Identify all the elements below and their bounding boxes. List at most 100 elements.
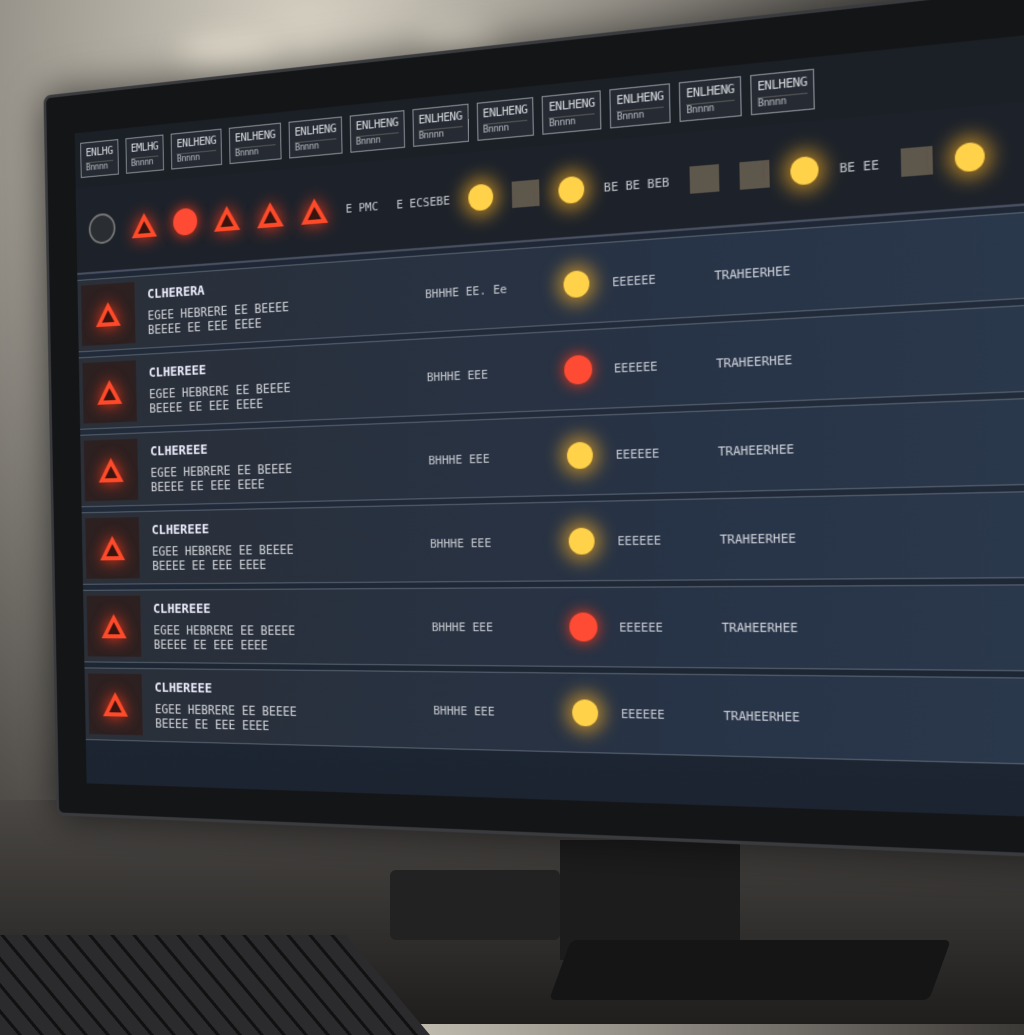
header-cell-title: ENLHENG (176, 133, 216, 150)
header-cell-sub: Bnnnn (757, 93, 807, 110)
status-light-icon (567, 442, 593, 470)
alert-meta: BHHHE EEE (433, 703, 569, 720)
alert-row[interactable]: CLHEREEE EGEE HEBRERE EE BEEEE BEEEE EE EE… (84, 667, 1024, 768)
status-box (512, 179, 540, 208)
alert-row[interactable]: CLHEREEE EGEE HEBRERE EE BEEEE BEEEE EE EE… (83, 583, 1024, 673)
header-cell[interactable]: ENLHENG Bnnnn (542, 90, 602, 135)
alert-column: EEEEEE (601, 706, 723, 723)
indicator-label: BE EE (839, 157, 879, 175)
status-light-icon (572, 699, 598, 726)
header-cell-sub: Bnnnn (235, 144, 276, 159)
alert-line: BEEEE EE EEE EEEE (152, 557, 266, 573)
status-indicator (569, 699, 602, 726)
header-cell-sub: Bnnnn (549, 113, 595, 130)
warning-icon (301, 197, 329, 225)
alert-line: BEEEE EE EEE EEEE (154, 637, 268, 652)
status-light-icon (569, 613, 598, 642)
header-cell-sub: Bnnnn (483, 120, 528, 136)
header-cell-sub: Bnnnn (617, 107, 664, 124)
status-indicator (567, 613, 600, 642)
header-cell-title: ENLHENG (616, 88, 663, 107)
alert-title: CLHEREEE (151, 517, 429, 538)
status-light-icon (558, 176, 584, 205)
header-cell[interactable]: ENLHENG Bnnnn (610, 83, 671, 128)
status-light-icon (563, 270, 589, 298)
warning-icon (101, 614, 126, 638)
alert-meta: BHHHE EEE (428, 449, 564, 467)
alert-title: CLHEREEE (153, 600, 432, 616)
alert-line: EGEE HEBRERE EE BEEEE (153, 623, 295, 638)
alert-column: EEEEEE (599, 620, 721, 635)
dashboard-screen: ENLHG Bnnnn EMLHG Bnnnn ENLHENG Bnnnn ENLHENG B… (75, 20, 1024, 822)
header-cell-sub: Bnnnn (686, 100, 735, 117)
header-cell[interactable]: ENLHENG Bnnnn (412, 104, 469, 147)
alert-title: CLHEREEE (150, 434, 428, 459)
alert-column: TRAHEERHEE (721, 620, 959, 636)
status-light-icon (568, 528, 594, 555)
header-cell-title: ENLHENG (294, 121, 336, 139)
header-cell[interactable]: ENLHENG Bnnnn (350, 110, 405, 153)
alert-column: EEEEEE (598, 532, 720, 548)
header-cell[interactable]: ENLHG Bnnnn (80, 139, 118, 178)
alert-column: EEEEEE (596, 444, 718, 462)
alert-badge (88, 674, 143, 736)
warning-icon (98, 458, 123, 483)
alert-badge (84, 439, 139, 501)
warning-icon (95, 301, 120, 327)
header-cell-sub: Bnnnn (131, 155, 159, 169)
header-cell[interactable]: ENLHENG Bnnnn (229, 123, 282, 165)
alert-column: TRAHEERHEE (723, 708, 961, 728)
alert-badge (82, 360, 137, 423)
alert-line: BEEEE EE EEE EEEE (155, 716, 269, 733)
alert-column: TRAHEERHEE (718, 436, 955, 459)
power-icon[interactable] (89, 212, 116, 244)
alert-meta: BHHHE EEE (427, 363, 563, 384)
alert-column: TRAHEERHEE (720, 528, 957, 547)
warning-icon (100, 536, 125, 561)
alert-column: EEEEEE (594, 356, 716, 376)
status-indicator (565, 528, 598, 555)
alert-title: CLHEREEE (154, 680, 433, 700)
alert-title: CLHERERA (147, 267, 425, 302)
header-cell[interactable]: EMLHG Bnnnn (125, 134, 164, 173)
alert-column: TRAHEERHEE (714, 252, 951, 282)
header-cell-title: ENLHENG (418, 109, 462, 127)
alert-column: EEEEEE (592, 268, 714, 290)
header-cell[interactable]: ENLHENG Bnnnn (476, 97, 534, 141)
indicator-label: E ECSEBE (396, 193, 450, 211)
header-cell-title: ENLHG (86, 144, 113, 160)
header-cell[interactable]: ENLHENG Bnnnn (750, 69, 815, 116)
monitor: ENLHG Bnnnn EMLHG Bnnnn ENLHENG Bnnnn ENLHENG B… (43, 0, 1024, 863)
header-cell[interactable]: ENLHENG Bnnnn (679, 76, 742, 122)
alert-badge (81, 282, 135, 346)
alarm-light-icon (173, 207, 197, 236)
status-box (900, 146, 932, 177)
alert-text: CLHEREEE EGEE HEBRERE EE BEEEE BEEEE EE EE… (151, 517, 430, 573)
alert-list: CLHERERA EGEE HEBRERE EE BEEEE BEEEE EE EE… (77, 201, 1024, 769)
alert-badge (87, 596, 142, 657)
header-cell-title: EMLHG (131, 139, 159, 155)
monitor-base (549, 940, 951, 1000)
header-cell-title: ENLHENG (235, 127, 276, 145)
alert-title: CLHEREEE (149, 351, 427, 381)
header-cell-title: ENLHENG (757, 74, 807, 94)
alert-text: CLHEREEE EGEE HEBRERE EE BEEEE BEEEE EE EE… (153, 600, 432, 653)
ceiling-light (180, 40, 280, 70)
warning-icon (97, 379, 122, 404)
header-cell[interactable]: ENLHENG Bnnnn (289, 116, 343, 158)
status-box (739, 160, 769, 190)
alert-column: TRAHEERHEE (716, 344, 953, 370)
alert-text: CLHEREEE EGEE HEBRERE EE BEEEE BEEEE EE EE… (149, 351, 428, 416)
warning-icon (214, 205, 241, 232)
header-cell-title: ENLHENG (483, 102, 528, 121)
status-light-icon (790, 156, 819, 186)
alert-line: BEEEE EE EEE EEEE (151, 476, 265, 494)
status-light-icon (468, 183, 493, 211)
header-cell-sub: Bnnnn (419, 126, 463, 142)
status-light-icon (564, 355, 593, 385)
warning-icon (257, 201, 284, 228)
status-box (689, 164, 719, 194)
header-cell-title: ENLHENG (686, 81, 735, 101)
status-indicator (560, 270, 593, 299)
header-cell[interactable]: ENLHENG Bnnnn (171, 129, 222, 170)
